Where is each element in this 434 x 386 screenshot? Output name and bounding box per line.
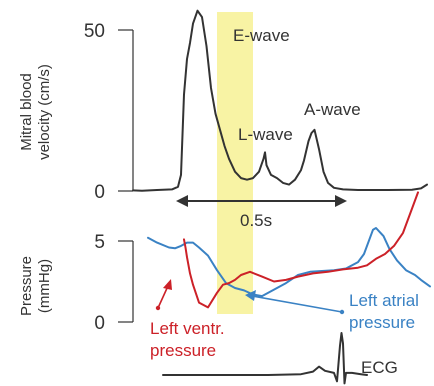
la-pointer-dot — [339, 309, 345, 315]
lv-label-line1: Left ventr. — [150, 319, 225, 338]
l-wave-label: L-wave — [238, 125, 293, 144]
ecg-line — [162, 332, 368, 385]
velocity-ylabel-line1: Mitral blood — [18, 73, 35, 151]
ecg-series-group — [162, 332, 368, 385]
pressure-ylabel-line1: Pressure — [18, 256, 35, 316]
velocity-panel: Mitral blood velocity (cm/s) 50 0 E-wave… — [18, 9, 428, 230]
la-pressure-line — [147, 227, 431, 298]
ecg-panel: ECG — [162, 332, 398, 385]
velocity-line — [132, 9, 428, 192]
pressure-series-group — [147, 191, 431, 309]
a-wave-label: A-wave — [304, 100, 361, 119]
interval-arrow — [176, 195, 347, 207]
la-label-pointer — [245, 290, 345, 315]
velocity-ylabel-line2: velocity (cm/s) — [36, 64, 53, 160]
pressure-ytick-label-5: 5 — [94, 232, 105, 253]
la-label-line1: Left atrial — [349, 291, 419, 310]
la-pointer-line — [251, 295, 343, 313]
interval-arrow-left-head — [176, 195, 188, 207]
velocity-ytick-label-0: 0 — [94, 182, 105, 203]
la-pointer-head — [245, 290, 256, 301]
velocity-ytick-label-50: 50 — [84, 21, 105, 42]
pressure-ylabel-line2: (mmHg) — [36, 259, 53, 313]
interval-arrow-right-head — [335, 195, 347, 207]
lv-label-pointer — [155, 279, 172, 311]
la-label-line2: pressure — [349, 313, 415, 332]
e-wave-label: E-wave — [233, 26, 290, 45]
ecg-label: ECG — [361, 358, 398, 377]
lv-pointer-head — [163, 279, 172, 290]
pressure-ytick-label-0: 0 — [94, 313, 105, 334]
lv-pressure-line — [183, 191, 419, 309]
lv-pointer-dot — [155, 305, 161, 311]
lv-label-line2: pressure — [150, 341, 216, 360]
interval-label: 0.5s — [240, 211, 272, 230]
lv-pointer-line — [157, 285, 169, 309]
highlight-band — [217, 12, 253, 314]
velocity-series-group — [132, 9, 428, 192]
pressure-panel: Pressure (mmHg) 5 0 Left ventr. pressure… — [18, 191, 431, 360]
